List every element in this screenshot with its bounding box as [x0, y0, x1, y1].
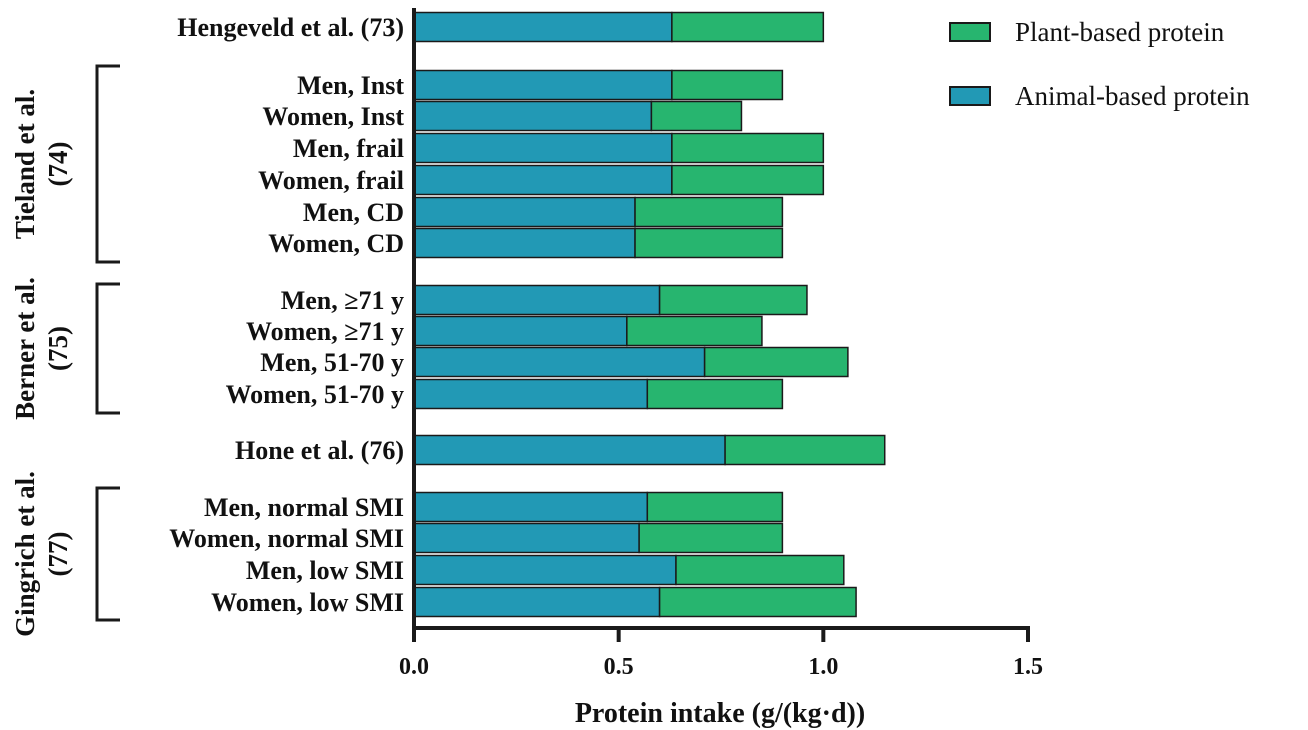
- category-label: Women, 51-70 y: [226, 380, 404, 409]
- category-label: Hone et al. (76): [235, 436, 404, 465]
- category-label: Women, low SMI: [211, 588, 404, 617]
- bar-plant-11: [725, 436, 885, 465]
- category-label: Women, Inst: [262, 102, 404, 131]
- bar-animal-6: [414, 229, 635, 258]
- bar-animal-14: [414, 556, 676, 585]
- group-label-line2: (77): [43, 532, 73, 577]
- category-label: Women, CD: [268, 229, 404, 258]
- bar-animal-5: [414, 198, 635, 227]
- category-label: Men, frail: [293, 134, 404, 163]
- category-label: Hengeveld et al. (73): [177, 13, 404, 42]
- bar-animal-1: [414, 71, 672, 100]
- bar-plant-13: [639, 524, 782, 553]
- category-label: Men, Inst: [297, 71, 404, 100]
- bar-plant-0: [672, 13, 823, 42]
- bar-plant-6: [635, 229, 782, 258]
- bar-animal-10: [414, 380, 647, 409]
- category-label: Men, normal SMI: [204, 493, 404, 522]
- category-label: Men, ≥71 y: [281, 286, 404, 315]
- bar-animal-11: [414, 436, 725, 465]
- category-label: Women, frail: [258, 166, 404, 195]
- bar-plant-3: [672, 134, 823, 163]
- category-label: Women, normal SMI: [169, 524, 404, 553]
- bar-animal-3: [414, 134, 672, 163]
- bar-plant-14: [676, 556, 844, 585]
- x-axis-title: Protein intake (g/(kg·d)): [575, 698, 865, 729]
- group-bracket: [97, 488, 120, 620]
- legend-label: Plant-based protein: [1015, 17, 1225, 47]
- legend: Plant-based protein Animal-based protein: [950, 17, 1250, 111]
- bar-plant-9: [705, 348, 848, 377]
- category-label: Women, ≥71 y: [246, 317, 404, 346]
- bar-animal-0: [414, 13, 672, 42]
- bars-layer: [414, 13, 885, 617]
- bar-animal-4: [414, 166, 672, 195]
- bar-animal-2: [414, 102, 651, 131]
- bar-animal-7: [414, 286, 660, 315]
- group-label-line1: Tieland et al.: [10, 89, 40, 239]
- x-tick-label: 0.0: [399, 654, 429, 680]
- bar-plant-7: [660, 286, 807, 315]
- bar-plant-10: [647, 380, 782, 409]
- bar-plant-5: [635, 198, 782, 227]
- category-label: Men, low SMI: [246, 556, 404, 585]
- group-label-line1: Gingrich et al.: [10, 471, 40, 637]
- legend-swatch: [950, 23, 990, 41]
- category-label: Men, 51-70 y: [260, 348, 404, 377]
- x-tick-label: 1.5: [1013, 654, 1043, 680]
- bar-plant-15: [660, 588, 856, 617]
- bar-animal-12: [414, 493, 647, 522]
- x-tick-label: 0.5: [604, 654, 634, 680]
- bar-plant-1: [672, 71, 783, 100]
- bar-plant-2: [651, 102, 741, 131]
- group-label-line1: Berner et al.: [10, 277, 40, 420]
- x-tick-label: 1.0: [808, 654, 838, 680]
- bar-plant-4: [672, 166, 823, 195]
- bar-animal-15: [414, 588, 660, 617]
- group-bracket: [97, 284, 120, 413]
- group-brackets: Tieland et al. (74) Berner et al. (75) Gingr…: [10, 66, 120, 637]
- legend-swatch: [950, 87, 990, 105]
- bar-animal-9: [414, 348, 705, 377]
- bar-plant-12: [647, 493, 782, 522]
- group-label-line2: (75): [43, 326, 73, 371]
- bar-plant-8: [627, 317, 762, 346]
- group-bracket: [97, 66, 120, 262]
- bar-animal-8: [414, 317, 627, 346]
- category-label: Men, CD: [303, 198, 404, 227]
- bar-animal-13: [414, 524, 639, 553]
- group-label-line2: (74): [43, 142, 73, 187]
- legend-label: Animal-based protein: [1015, 81, 1250, 111]
